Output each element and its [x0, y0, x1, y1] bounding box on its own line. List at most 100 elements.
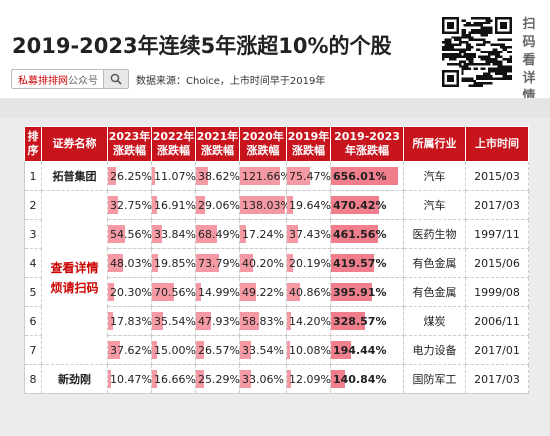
change-value: 10.47%: [110, 372, 152, 386]
industry-cell: 汽车: [403, 190, 466, 220]
yearly-change-cell: 14.20%: [286, 306, 331, 336]
stock-name-cell: 拓普集团: [41, 161, 108, 191]
change-bar: [196, 167, 208, 185]
change-bar: [240, 283, 257, 301]
change-bar: [240, 312, 260, 330]
rank-cell: 4: [24, 248, 42, 278]
change-bar: [287, 167, 311, 185]
change-value: 138.03%: [242, 198, 291, 212]
col-header-2019: 2019年涨跌幅: [286, 126, 331, 162]
col-header-2022: 2022年涨跌幅: [151, 126, 196, 162]
change-value: 70.56%: [154, 285, 196, 299]
rank-cell: 6: [24, 306, 42, 336]
change-value: 40.20%: [242, 256, 284, 270]
yearly-change-cell: 25.29%: [195, 364, 240, 394]
change-bar: [196, 254, 219, 272]
yearly-change-cell: 33.84%: [151, 219, 196, 249]
listed-date-cell: 2017/01: [465, 335, 529, 365]
masked-line: 烦请扫码: [50, 280, 99, 295]
yearly-change-cell: 49.22%: [239, 277, 287, 307]
total-change-bar: [331, 225, 379, 243]
total-change-bar: [331, 312, 365, 330]
yearly-change-cell: 17.83%: [107, 306, 152, 336]
change-value: 48.03%: [110, 256, 152, 270]
yearly-change-cell: 26.25%: [107, 161, 152, 191]
change-value: 29.06%: [198, 198, 240, 212]
change-value: 75.47%: [289, 169, 331, 183]
total-change-value: 419.57%: [333, 256, 387, 270]
rank-cell: 8: [24, 364, 42, 394]
change-value: 40.86%: [289, 285, 331, 299]
yearly-change-cell: 12.09%: [286, 364, 331, 394]
change-value: 16.66%: [154, 372, 196, 386]
industry-cell: 煤炭: [403, 306, 466, 336]
yearly-change-cell: 75.47%: [286, 161, 331, 191]
table-row: 4 48.03% 19.85% 73.79% 40.20% 20.19% 419.57% 有色…: [24, 248, 529, 278]
search-button[interactable]: [103, 70, 128, 88]
change-bar: [287, 196, 294, 214]
change-bar: [196, 370, 204, 388]
yearly-change-cell: 73.79%: [195, 248, 240, 278]
change-bar: [287, 312, 292, 330]
change-value: 37.62%: [110, 343, 152, 357]
qr-code[interactable]: [442, 17, 512, 87]
change-bar: [108, 312, 114, 330]
col-header-rank: 排序: [24, 126, 42, 162]
change-value: 68.49%: [198, 227, 240, 241]
change-value: 14.20%: [289, 314, 331, 328]
change-value: 35.54%: [154, 314, 196, 328]
change-bar: [152, 341, 157, 359]
change-value: 17.83%: [110, 314, 152, 328]
search-box[interactable]: 私募排排网公众号: [11, 69, 129, 89]
total-change-cell: 461.56%: [330, 219, 404, 249]
change-value: 33.54%: [242, 343, 284, 357]
total-change-cell: 140.84%: [330, 364, 404, 394]
listed-date-cell: 2017/03: [465, 364, 529, 394]
change-bar: [152, 370, 158, 388]
change-value: 14.99%: [198, 285, 240, 299]
change-bar: [152, 283, 174, 301]
industry-cell: 国防军工: [403, 364, 466, 394]
yearly-change-cell: 40.20%: [239, 248, 287, 278]
total-change-bar: [331, 283, 372, 301]
total-change-cell: 328.57%: [330, 306, 404, 336]
change-value: 15.00%: [154, 343, 196, 357]
listed-date-cell: 2017/03: [465, 190, 529, 220]
change-bar: [240, 167, 280, 185]
yearly-change-cell: 37.62%: [107, 335, 152, 365]
total-change-bar: [331, 167, 399, 185]
change-value: 26.57%: [198, 343, 240, 357]
change-bar: [240, 196, 286, 214]
col-header-2021: 2021年涨跌幅: [195, 126, 240, 162]
col-header-2023: 2023年涨跌幅: [107, 126, 152, 162]
yearly-change-cell: 11.07%: [151, 161, 196, 191]
yearly-change-cell: 33.54%: [239, 335, 287, 365]
yearly-change-cell: 121.66%: [239, 161, 291, 191]
change-value: 19.64%: [289, 198, 331, 212]
change-bar: [108, 254, 123, 272]
masked-names-cell: 查看详情 烦请扫码: [41, 190, 108, 365]
total-change-bar: [331, 341, 351, 359]
scan-prompt-char: 详: [522, 71, 536, 86]
table-row: 8 新劲刚 10.47% 16.66% 25.29% 33.06% 12.09% 140.84…: [24, 364, 529, 394]
total-change-value: 328.57%: [333, 314, 387, 328]
scan-prompt-char: 扫: [522, 17, 536, 32]
change-bar: [287, 254, 294, 272]
total-change-value: 140.84%: [333, 372, 387, 386]
yearly-change-cell: 54.56%: [107, 219, 152, 249]
table-row: 6 17.83% 35.54% 47.93% 58.83% 14.20% 328.57% 煤炭…: [24, 306, 529, 336]
yearly-change-cell: 14.99%: [195, 277, 240, 307]
change-value: 58.83%: [242, 314, 284, 328]
rank-cell: 2: [24, 190, 42, 220]
scan-prompt: 扫 码 看 详 情: [520, 16, 538, 106]
total-change-value: 395.91%: [333, 285, 387, 299]
total-change-cell: 419.57%: [330, 248, 404, 278]
change-bar: [196, 283, 201, 301]
change-value: 33.84%: [154, 227, 196, 241]
change-value: 12.09%: [289, 372, 331, 386]
scan-prompt-char: 码: [522, 35, 536, 50]
rank-cell: 5: [24, 277, 42, 307]
stock-table: 排序 证券名称 2023年涨跌幅 2022年涨跌幅 2021年涨跌幅 2020年…: [24, 126, 529, 394]
yearly-change-cell: 19.85%: [151, 248, 196, 278]
table-row: 2 查看详情 烦请扫码 32.75% 16.91% 29.06% 138.03% 19.64%…: [24, 190, 529, 365]
